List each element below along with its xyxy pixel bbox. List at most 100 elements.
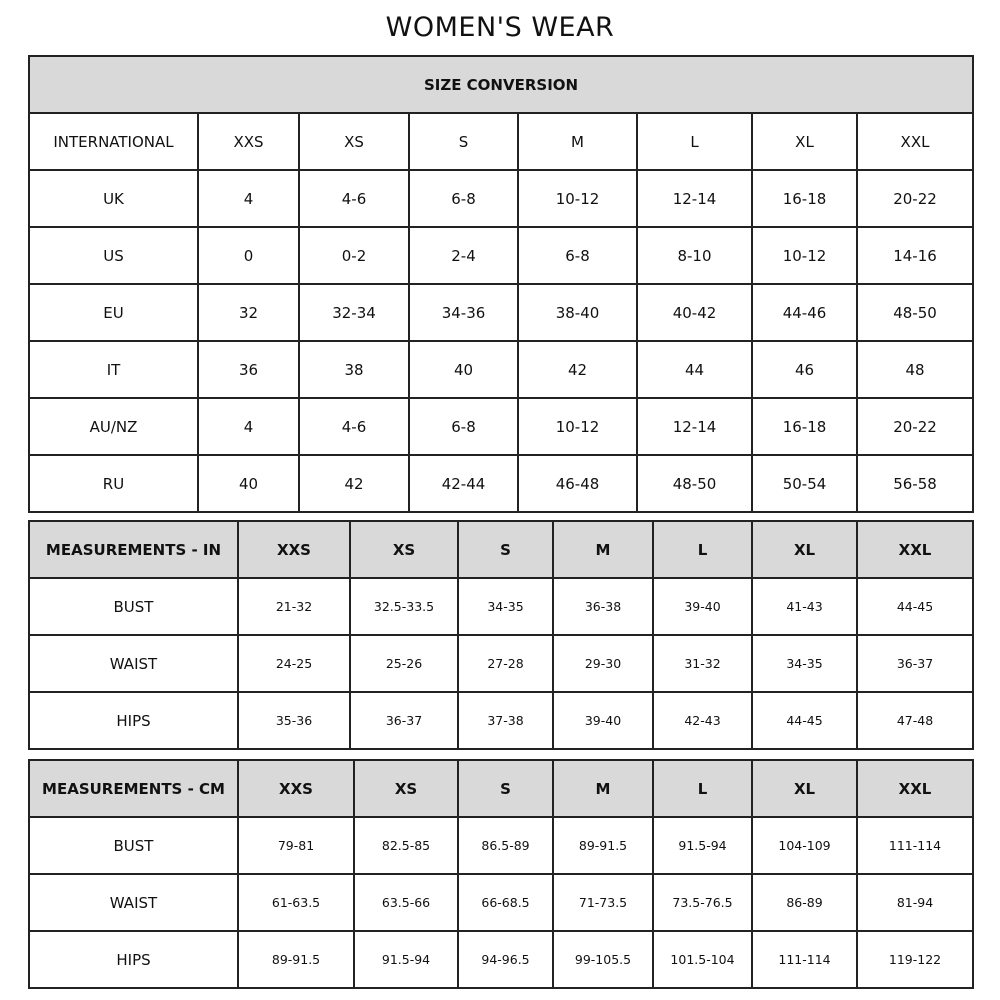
table-cell: 46-48	[517, 454, 638, 513]
table-cell: 89-91.5	[237, 930, 355, 989]
table-cell: 14-16	[855, 226, 975, 285]
table-cell: 20-22	[855, 169, 975, 228]
table-cell: 101.5-104	[652, 930, 753, 989]
table-row: EU 32 32-34 34-36 38-40 40-42 44-46 48-50	[28, 283, 975, 342]
table-cell: 10-12	[751, 226, 858, 285]
table-cell: 38	[298, 340, 410, 399]
table-cell: 42	[517, 340, 638, 399]
table-cell: 35-36	[237, 691, 351, 750]
table-row: INTERNATIONAL XXS XS S M L XL XXL	[28, 112, 975, 171]
table-cell: 40	[408, 340, 519, 399]
table-cell: 29-30	[552, 634, 654, 693]
table-cell: 4	[197, 397, 300, 456]
table-cell: XXS	[197, 112, 300, 171]
table-cell: XS	[353, 759, 459, 818]
table-cell: 10-12	[517, 169, 638, 228]
table-cell: 16-18	[751, 169, 858, 228]
table-cell: 36	[197, 340, 300, 399]
table-cell: 119-122	[856, 930, 974, 989]
table-cell: 32-34	[298, 283, 410, 342]
table-cell: 39-40	[652, 577, 753, 636]
table-cell: 61-63.5	[237, 873, 355, 932]
table-cell: 0	[197, 226, 300, 285]
table-cell: 0-2	[298, 226, 410, 285]
table-row: WAIST 24-25 25-26 27-28 29-30 31-32 34-35 36-37	[28, 634, 974, 693]
table-cell: L	[652, 520, 753, 579]
table-cell: 36-37	[856, 634, 974, 693]
size-conversion-heading: SIZE CONVERSION	[27, 55, 975, 114]
row-label: EU	[28, 283, 199, 342]
row-label: IT	[28, 340, 199, 399]
table-cell: M	[552, 520, 654, 579]
table-cell: XXL	[856, 759, 974, 818]
table-cell: 44-45	[751, 691, 858, 750]
table-row: RU 40 42 42-44 46-48 48-50 50-54 56-58	[28, 454, 975, 513]
table-cell: 86-89	[751, 873, 858, 932]
table-cell: XS	[349, 520, 459, 579]
table-cell: M	[552, 759, 654, 818]
table-cell: S	[408, 112, 519, 171]
table-cell: 56-58	[855, 454, 975, 513]
table-cell: 91.5-94	[353, 930, 459, 989]
table-cell: XL	[751, 520, 858, 579]
table-cell: 79-81	[237, 816, 355, 875]
row-label: AU/NZ	[28, 397, 199, 456]
table-cell: 12-14	[636, 397, 753, 456]
table-cell: 40	[197, 454, 300, 513]
table-cell: XL	[751, 112, 858, 171]
table-cell: 27-28	[457, 634, 554, 693]
table-cell: 73.5-76.5	[652, 873, 753, 932]
table-header-row: MEASUREMENTS - CM XXS XS S M L XL XXL	[28, 759, 974, 818]
table-cell: 41-43	[751, 577, 858, 636]
table-cell: 94-96.5	[457, 930, 554, 989]
table-cell: 36-38	[552, 577, 654, 636]
table-cell: L	[652, 759, 753, 818]
table-cell: 32	[197, 283, 300, 342]
table-cell: 32.5-33.5	[349, 577, 459, 636]
table-cell: 89-91.5	[552, 816, 654, 875]
row-label: US	[28, 226, 199, 285]
table-cell: 34-35	[751, 634, 858, 693]
table-row: BUST 21-32 32.5-33.5 34-35 36-38 39-40 41-43 44…	[28, 577, 974, 636]
table-cell: 8-10	[636, 226, 753, 285]
table-cell: S	[457, 520, 554, 579]
table-cell: 36-37	[349, 691, 459, 750]
table-cell: 34-35	[457, 577, 554, 636]
row-label: HIPS	[28, 930, 239, 989]
table-cell: XXL	[856, 520, 974, 579]
row-label: MEASUREMENTS - IN	[28, 520, 239, 579]
table-cell: S	[457, 759, 554, 818]
table-cell: 104-109	[751, 816, 858, 875]
page-title: WOMEN'S WEAR	[385, 12, 615, 43]
table-cell: XXL	[855, 112, 975, 171]
row-label: WAIST	[28, 873, 239, 932]
row-label: UK	[28, 169, 199, 228]
table-row: HIPS 35-36 36-37 37-38 39-40 42-43 44-45 47-48	[28, 691, 974, 750]
row-label: RU	[28, 454, 199, 513]
table-heading-row: SIZE CONVERSION	[27, 55, 975, 114]
table-cell: 42-43	[652, 691, 753, 750]
table-cell: XL	[751, 759, 858, 818]
table-cell: 48	[855, 340, 975, 399]
measurements-cm-table: MEASUREMENTS - CM XXS XS S M L XL XXL BUST 79-81 8…	[28, 759, 974, 989]
table-cell: 91.5-94	[652, 816, 753, 875]
row-label: MEASUREMENTS - CM	[28, 759, 239, 818]
table-cell: 12-14	[636, 169, 753, 228]
table-cell: L	[636, 112, 753, 171]
table-row: US 0 0-2 2-4 6-8 8-10 10-12 14-16	[28, 226, 975, 285]
table-row: IT 36 38 40 42 44 46 48	[28, 340, 975, 399]
table-cell: 25-26	[349, 634, 459, 693]
table-row: AU/NZ 4 4-6 6-8 10-12 12-14 16-18 20-22	[28, 397, 975, 456]
table-cell: 31-32	[652, 634, 753, 693]
table-cell: 48-50	[636, 454, 753, 513]
table-cell: 40-42	[636, 283, 753, 342]
table-cell: 6-8	[517, 226, 638, 285]
row-label: BUST	[28, 816, 239, 875]
table-cell: XS	[298, 112, 410, 171]
table-cell: 4	[197, 169, 300, 228]
table-cell: M	[517, 112, 638, 171]
table-cell: 21-32	[237, 577, 351, 636]
measurements-in-table: MEASUREMENTS - IN XXS XS S M L XL XXL BUST 21-32 3…	[28, 520, 974, 750]
table-cell: 50-54	[751, 454, 858, 513]
table-cell: 44-45	[856, 577, 974, 636]
